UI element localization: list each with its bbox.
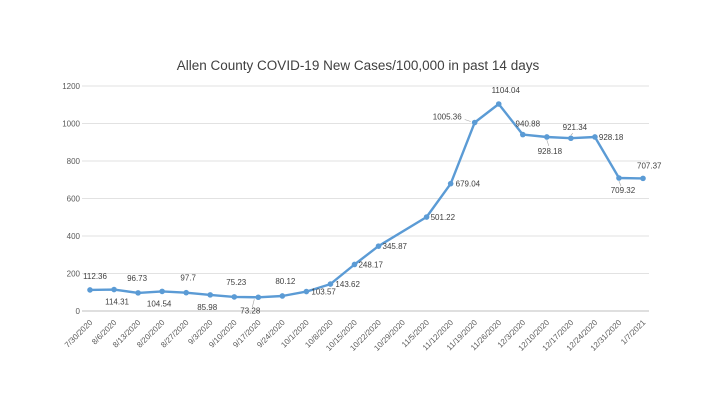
data-label: 921.34 bbox=[563, 123, 588, 132]
data-point bbox=[423, 214, 430, 220]
chart-title: Allen County COVID-19 New Cases/100,000 … bbox=[177, 58, 540, 73]
data-point bbox=[327, 281, 334, 287]
data-point bbox=[351, 261, 358, 268]
x-tick-label: 7/30/2020 bbox=[63, 318, 95, 350]
y-tick-label: 800 bbox=[67, 157, 81, 166]
data-point bbox=[447, 180, 454, 187]
series-cases-per-100k bbox=[87, 101, 646, 301]
data-label: 73.28 bbox=[240, 306, 261, 315]
data-point bbox=[640, 175, 646, 182]
label-leader-line bbox=[464, 119, 471, 122]
y-tick-label: 0 bbox=[76, 307, 81, 316]
y-tick-label: 1000 bbox=[62, 120, 80, 129]
data-label: 679.04 bbox=[456, 180, 481, 189]
data-label: 1005.36 bbox=[433, 112, 462, 121]
data-point bbox=[255, 294, 262, 301]
data-label: 143.62 bbox=[335, 280, 360, 289]
data-label: 103.57 bbox=[311, 288, 336, 297]
data-point bbox=[519, 131, 526, 138]
data-point bbox=[568, 135, 574, 142]
data-label: 707.37 bbox=[637, 161, 662, 170]
y-tick-label: 400 bbox=[67, 232, 81, 241]
data-label: 1104.04 bbox=[492, 86, 521, 95]
gridlines bbox=[82, 85, 649, 312]
label-leader-line bbox=[252, 299, 255, 308]
data-point bbox=[159, 288, 165, 295]
data-point bbox=[207, 292, 214, 298]
data-label: 345.87 bbox=[383, 242, 408, 251]
x-tick-label: 1/7/2021 bbox=[619, 318, 648, 347]
data-point bbox=[111, 286, 117, 293]
data-point bbox=[87, 287, 93, 293]
y-tick-label: 1200 bbox=[62, 82, 80, 91]
data-label: 940.88 bbox=[516, 120, 541, 129]
data-label: 75.23 bbox=[226, 278, 247, 287]
data-label: 928.18 bbox=[599, 133, 624, 142]
data-label: 96.73 bbox=[127, 274, 148, 283]
data-label: 112.36 bbox=[83, 272, 107, 281]
data-labels: 112.36 114.31 96.73 104.54 97.7 85.98 75.23 73.… bbox=[83, 86, 662, 315]
data-point bbox=[471, 119, 478, 126]
data-point bbox=[183, 289, 189, 296]
data-label: 709.32 bbox=[611, 186, 636, 195]
y-tick-label: 600 bbox=[67, 195, 81, 204]
data-point bbox=[616, 175, 622, 181]
data-label: 114.31 bbox=[105, 298, 129, 307]
data-point bbox=[279, 293, 286, 299]
data-label: 104.54 bbox=[147, 299, 172, 308]
label-leader-line bbox=[546, 139, 550, 147]
x-axis-ticks: 7/30/20208/6/20208/13/20208/20/20208/27/… bbox=[63, 318, 648, 353]
data-label: 928.18 bbox=[538, 147, 563, 156]
label-leader-line bbox=[570, 133, 574, 136]
data-label: 80.12 bbox=[275, 277, 296, 286]
data-label: 501.22 bbox=[431, 213, 456, 222]
data-point bbox=[303, 288, 310, 295]
data-point bbox=[495, 101, 502, 107]
data-label: 97.7 bbox=[180, 274, 196, 283]
data-point bbox=[592, 134, 598, 140]
data-point bbox=[544, 134, 550, 140]
data-point bbox=[375, 243, 382, 249]
data-label: 85.98 bbox=[197, 303, 218, 312]
y-tick-label: 200 bbox=[67, 270, 81, 279]
y-axis-ticks: 0 200 400 600 800 1000 1200 bbox=[62, 82, 80, 316]
data-label: 248.17 bbox=[358, 260, 383, 269]
label-leader-line bbox=[618, 180, 622, 187]
data-point bbox=[135, 290, 141, 296]
data-point bbox=[231, 294, 238, 300]
